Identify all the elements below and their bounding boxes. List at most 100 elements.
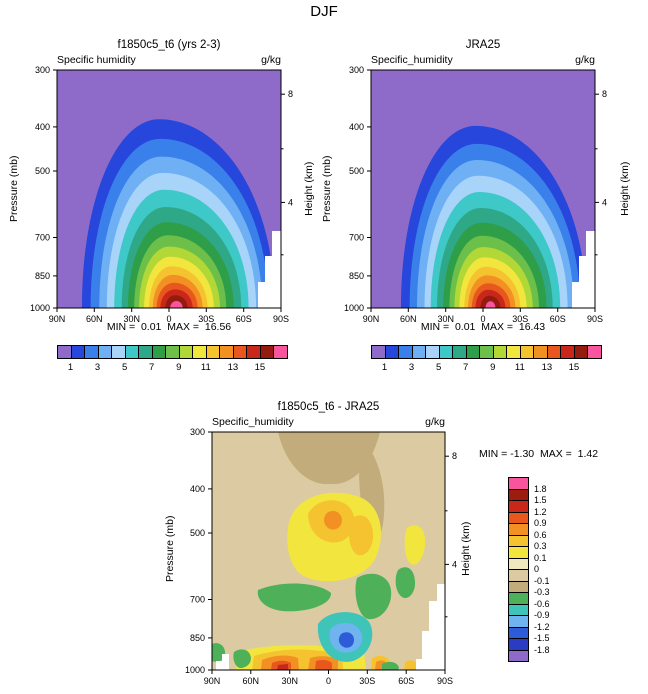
colorbar-box xyxy=(273,345,288,359)
colorbar-box xyxy=(438,345,454,359)
colorbar-box xyxy=(560,345,575,359)
height-axis-label-model: Height (km) xyxy=(303,161,316,216)
colorbar-tick-label: 5 xyxy=(121,362,128,373)
pressure-tick-label: 300 xyxy=(190,427,205,437)
colorbar-tick-label: 0.6 xyxy=(534,529,547,540)
diff-contour-blob xyxy=(277,664,288,670)
pressure-axis-label-diff: Pressure (mb) xyxy=(164,515,177,583)
colorbar-box xyxy=(178,345,194,359)
diff-contour-blob xyxy=(395,567,416,599)
plot-area xyxy=(57,70,281,308)
colorbar-tick-label: 1 xyxy=(381,362,388,373)
colorbar-tick-label: 13 xyxy=(227,362,239,373)
lat-tick-label: 90N xyxy=(204,676,221,686)
colorbar-tick-label: -0.9 xyxy=(534,610,550,620)
pressure-tick-label: 400 xyxy=(35,122,50,132)
colorbar-diff: 1.8 1.5 1.2 0.9 0.6 0.3 0.1 0 -0.1 -0.3 -0.6 -0.9 -1… xyxy=(508,477,578,662)
colorbar-box xyxy=(533,345,548,359)
lat-tick-label: 0 xyxy=(166,314,171,324)
pressure-tick-label: 500 xyxy=(349,166,364,176)
colorbar-box xyxy=(232,345,248,359)
height-tick-label: 4 xyxy=(452,559,457,569)
contour-band xyxy=(170,301,183,308)
panel-jra-title: JRA25 xyxy=(465,39,501,51)
pressure-tick-label: 700 xyxy=(349,233,364,243)
panel-diff-units-label: g/kg xyxy=(425,416,445,428)
colorbar-box xyxy=(452,345,467,359)
lat-tick-label: 0 xyxy=(326,676,331,686)
colorbar-box xyxy=(84,345,99,359)
lat-tick-label: 60S xyxy=(236,314,252,324)
colorbar-box xyxy=(151,345,167,359)
colorbar-box xyxy=(384,345,400,359)
pressure-tick-label: 850 xyxy=(349,271,364,281)
stats-jra: MIN = 0.01 MAX = 16.43 xyxy=(420,321,546,333)
pressure-axis-label-jra: Pressure (mb) xyxy=(321,155,334,223)
plot-area xyxy=(212,432,445,670)
colorbar-box xyxy=(587,345,602,359)
lat-tick-label: 30S xyxy=(198,314,214,324)
colorbar-tick-label: -0.6 xyxy=(534,598,550,609)
panel-diff-title: f1850c5_t6 - JRA25 xyxy=(277,401,380,413)
colorbar-tick-label: -1.8 xyxy=(534,644,550,655)
colorbar-jra: 1 3 5 7 9 11 13 15 xyxy=(371,345,602,375)
terrain-mask xyxy=(416,584,445,670)
lat-tick-label: 90S xyxy=(273,314,289,324)
diff-contour-blob xyxy=(404,660,417,670)
lat-tick-label: 60N xyxy=(400,314,417,324)
diff-contour-blob xyxy=(257,583,332,612)
pressure-tick-label: 400 xyxy=(349,122,364,132)
pressure-tick-label: 500 xyxy=(35,166,50,176)
pressure-axis-label-model: Pressure (mb) xyxy=(8,155,21,223)
colorbar-box xyxy=(371,345,386,359)
colorbar-tick-label: -1.2 xyxy=(534,621,550,632)
colorbar-box xyxy=(111,345,126,359)
colorbar-box xyxy=(246,345,261,359)
lat-tick-label: 60N xyxy=(86,314,103,324)
terrain-mask xyxy=(572,231,595,308)
lat-tick-label: 60S xyxy=(398,676,414,686)
colorbar-box xyxy=(508,649,529,662)
colorbar-tick-label: 5 xyxy=(435,362,442,373)
colorbar-model: 1 3 5 7 9 11 13 15 xyxy=(57,345,288,375)
colorbar-tick-label: 7 xyxy=(149,362,155,373)
colorbar-tick-label: 11 xyxy=(514,362,525,373)
lat-tick-label: 90N xyxy=(49,314,66,324)
colorbar-tick-label: -0.3 xyxy=(534,587,550,597)
height-tick-label: 4 xyxy=(288,197,293,207)
diff-contour-blob xyxy=(355,573,392,620)
height-tick-label: 8 xyxy=(288,89,293,99)
colorbar-box xyxy=(492,345,508,359)
pressure-tick-label: 500 xyxy=(190,528,205,538)
lat-tick-label: 60N xyxy=(243,676,260,686)
pressure-tick-label: 850 xyxy=(190,633,205,643)
diff-contour-blob xyxy=(323,510,342,530)
pressure-tick-label: 300 xyxy=(35,65,50,75)
colorbar-tick-label: 15 xyxy=(254,362,266,373)
diff-contour-blob xyxy=(338,632,354,648)
lat-tick-label: 0 xyxy=(480,314,485,324)
colorbar-box xyxy=(205,345,221,359)
colorbar-tick-label: 11 xyxy=(200,362,211,373)
pressure-tick-label: 1000 xyxy=(185,665,205,675)
lat-tick-label: 30S xyxy=(512,314,528,324)
panel-diff-field-label: Specific_humidity xyxy=(212,416,294,428)
height-axis-label-diff: Height (km) xyxy=(460,521,473,576)
colorbar-tick-label: 9 xyxy=(176,362,182,373)
height-tick-label: 8 xyxy=(602,89,607,99)
stats-model: MIN = 0.01 MAX = 16.56 xyxy=(106,321,232,333)
colorbar-box xyxy=(70,345,86,359)
terrain-mask xyxy=(216,654,229,670)
pressure-tick-label: 700 xyxy=(35,233,50,243)
panel-model-title: f1850c5_t6 (yrs 2-3) xyxy=(117,39,221,51)
pressure-tick-label: 1000 xyxy=(30,303,50,313)
height-tick-label: 4 xyxy=(602,197,607,207)
diff-contour-blob xyxy=(212,643,226,662)
colorbar-box xyxy=(465,345,481,359)
height-axis-label-jra: Height (km) xyxy=(619,161,632,216)
colorbar-box xyxy=(97,345,113,359)
pressure-tick-label: 300 xyxy=(349,65,364,75)
